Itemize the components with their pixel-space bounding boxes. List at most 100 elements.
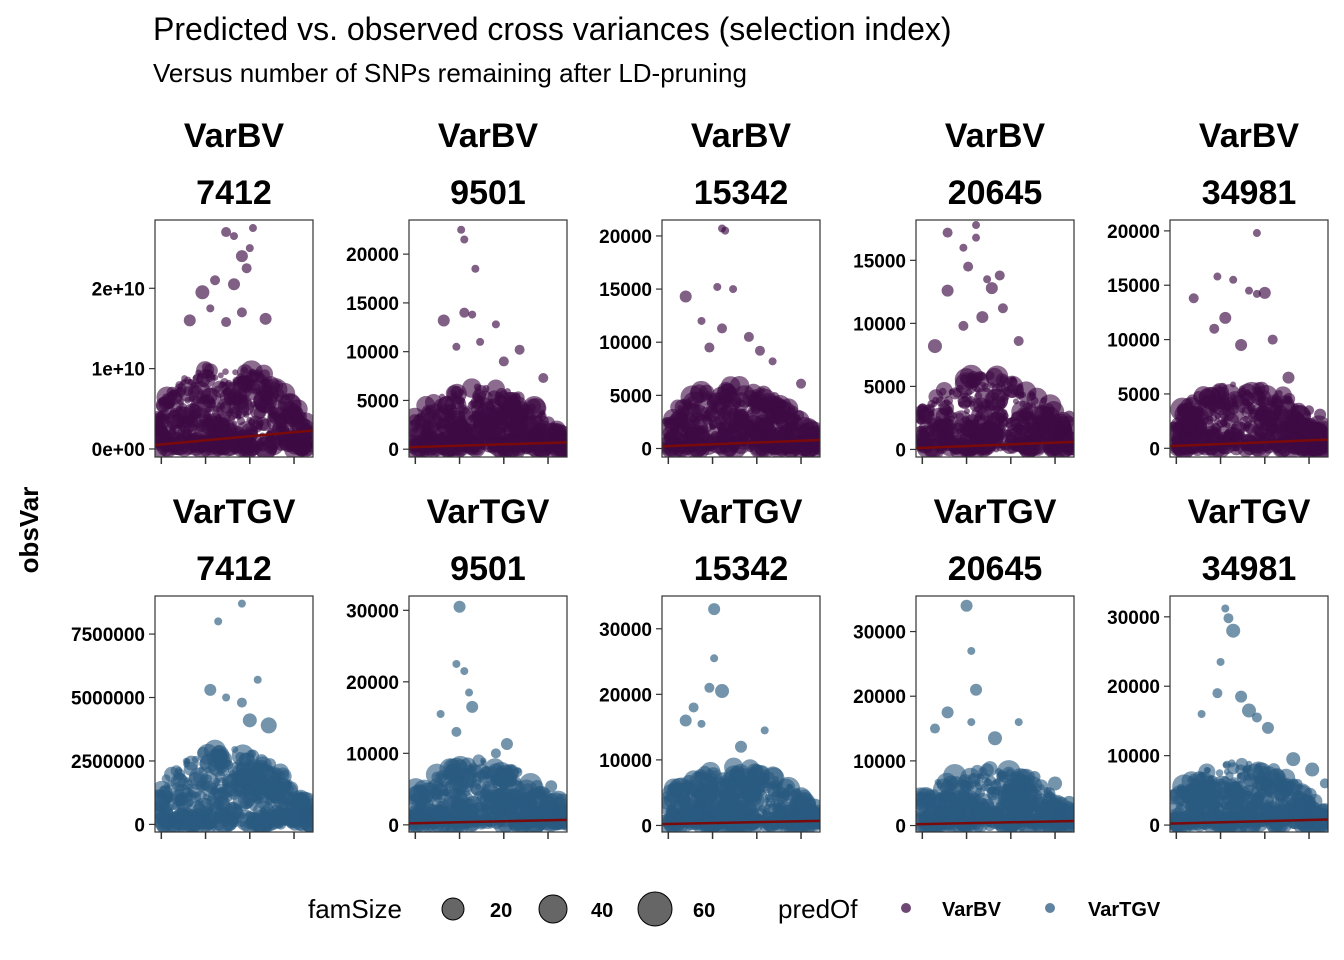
- data-point: [965, 389, 973, 396]
- data-point-outlier: [994, 270, 1005, 281]
- data-point: [1042, 805, 1057, 820]
- y-tick-label: 0: [641, 439, 652, 460]
- panel-frame: [661, 219, 821, 458]
- data-point: [191, 755, 200, 764]
- data-point: [161, 809, 168, 817]
- data-point: [1025, 402, 1033, 410]
- data-point: [169, 389, 177, 397]
- data-point: [429, 421, 437, 429]
- data-point: [1028, 435, 1036, 443]
- data-point: [1010, 768, 1031, 789]
- data-point-outlier: [260, 717, 277, 734]
- data-point: [1316, 443, 1324, 452]
- data-point-outlier: [204, 683, 217, 696]
- data-point-outlier: [967, 646, 976, 655]
- data-point: [935, 396, 946, 407]
- data-point: [994, 768, 1003, 776]
- data-point: [278, 429, 289, 441]
- data-point: [922, 429, 929, 437]
- panel-frame: [915, 595, 1075, 833]
- data-point: [217, 787, 224, 794]
- data-point: [674, 783, 681, 790]
- data-point: [990, 792, 997, 799]
- data-point: [1042, 443, 1054, 454]
- data-point: [1016, 428, 1023, 435]
- data-point: [217, 747, 228, 758]
- fit-line: [916, 440, 1074, 450]
- data-point: [935, 407, 952, 425]
- y-tick-label: 5000000: [71, 689, 145, 710]
- data-point: [164, 797, 171, 804]
- fit-line: [662, 438, 820, 448]
- data-point: [479, 788, 492, 801]
- strip-label-trait: VarTGV: [1188, 493, 1311, 531]
- data-point: [1266, 417, 1276, 428]
- panel-frame: [154, 219, 314, 458]
- data-point-outlier: [248, 224, 257, 233]
- y-tick-label: 5000: [864, 377, 906, 398]
- data-point-outlier: [972, 233, 981, 242]
- data-point: [267, 406, 280, 419]
- data-point: [240, 396, 248, 404]
- data-point: [689, 384, 709, 404]
- strip-label-snps: 34981: [1202, 550, 1297, 588]
- y-tick-label: 0: [641, 816, 652, 837]
- data-point-outlier: [222, 693, 231, 702]
- y-tick-label: 7500000: [71, 625, 145, 646]
- data-point: [503, 413, 513, 423]
- data-point: [1187, 419, 1198, 429]
- points-layer: [409, 600, 567, 832]
- data-point: [771, 805, 786, 820]
- data-point-outlier: [1048, 776, 1063, 791]
- data-point: [721, 428, 728, 435]
- data-point: [938, 790, 950, 802]
- data-point: [304, 820, 312, 828]
- data-point: [556, 425, 566, 436]
- data-point-outlier: [259, 312, 272, 325]
- data-point: [161, 774, 171, 784]
- data-point: [995, 381, 1006, 393]
- data-point-outlier: [941, 706, 954, 719]
- data-point: [1251, 382, 1266, 396]
- data-point: [791, 422, 798, 429]
- y-tick-label: 30000: [346, 601, 399, 622]
- data-point: [174, 784, 191, 800]
- data-point: [251, 387, 258, 394]
- fit-line: [1170, 438, 1328, 448]
- data-point-outlier: [960, 599, 973, 612]
- data-point: [425, 763, 448, 786]
- y-tick-label: 0: [1149, 439, 1160, 460]
- data-point-outlier: [230, 232, 238, 241]
- data-point: [201, 369, 211, 378]
- data-point: [276, 389, 285, 398]
- data-point: [257, 811, 278, 832]
- data-point-outlier: [1314, 408, 1327, 421]
- y-tick-label: 15000: [1107, 276, 1160, 297]
- data-point: [477, 437, 485, 444]
- data-point-outlier: [717, 323, 728, 334]
- data-point: [756, 815, 768, 826]
- data-point: [255, 423, 263, 431]
- data-point: [749, 400, 757, 407]
- data-point: [558, 803, 567, 818]
- data-point-outlier: [1258, 286, 1271, 299]
- data-point: [954, 419, 961, 427]
- data-point: [954, 779, 972, 797]
- data-point-outlier: [743, 331, 754, 342]
- data-point-outlier: [713, 282, 722, 291]
- data-point: [236, 417, 245, 426]
- data-point: [962, 422, 978, 438]
- data-point-outlier: [465, 688, 474, 697]
- data-point-outlier: [437, 314, 450, 327]
- data-point: [1057, 429, 1066, 437]
- data-point: [511, 816, 525, 830]
- data-point: [1218, 384, 1242, 408]
- data-point: [466, 771, 482, 788]
- points-layer: [1170, 604, 1328, 832]
- data-point-outlier: [679, 290, 692, 303]
- data-point: [413, 440, 420, 448]
- y-tick-label: 20000: [599, 685, 652, 706]
